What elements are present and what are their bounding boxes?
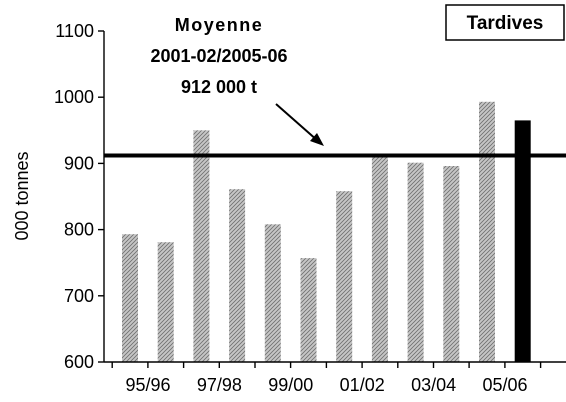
bar-95-96 (122, 234, 138, 362)
reference-label-line-1: Moyenne (175, 15, 264, 35)
x-tick-label: 01/02 (340, 375, 385, 395)
x-tick-label: 03/04 (411, 375, 456, 395)
bars (122, 101, 531, 363)
reference-label-line-3: 912 000 t (181, 77, 257, 97)
legend-box: Tardives (445, 4, 565, 41)
bar-98-99 (229, 189, 246, 362)
bar-01-02 (336, 191, 353, 362)
bar-05-06 (479, 101, 495, 363)
x-tick-label: 97/98 (197, 375, 242, 395)
legend-box-frame (445, 4, 565, 41)
x-ticks: 95/96 97/98 99/00 01/02 03/04 05/06 (111, 362, 542, 395)
bar-99-00 (264, 224, 281, 362)
y-axis-label: 000 tonnes (12, 151, 32, 240)
x-tick-label: 05/06 (482, 375, 527, 395)
y-tick-label: 900 (64, 153, 94, 173)
y-tick-label: 600 (64, 352, 94, 372)
y-tick-label: 700 (64, 286, 94, 306)
reference-annotation: Moyenne 2001-02/2005-06 912 000 t (150, 15, 324, 146)
annotation-arrow-head (310, 133, 324, 146)
bar-04-05 (443, 166, 460, 362)
x-tick-label: 95/96 (125, 375, 170, 395)
y-tick-label: 1000 (54, 87, 94, 107)
bar-03-04 (407, 162, 424, 362)
x-tick-label: 99/00 (268, 375, 313, 395)
bar-00-01 (300, 258, 317, 362)
legend-box-label: Tardives (467, 13, 544, 34)
reference-label-line-2: 2001-02/2005-06 (150, 46, 287, 66)
bar-97-98 (193, 130, 210, 362)
annotation-arrow-shaft (275, 103, 319, 142)
bar-06-07 (514, 120, 531, 363)
y-tick-label: 1100 (55, 21, 94, 41)
y-ticks: 600 700 800 900 1000 1100 (54, 21, 104, 372)
bar-96-97 (157, 242, 174, 362)
y-tick-label: 800 (64, 220, 94, 240)
bar-02-03 (371, 155, 388, 362)
